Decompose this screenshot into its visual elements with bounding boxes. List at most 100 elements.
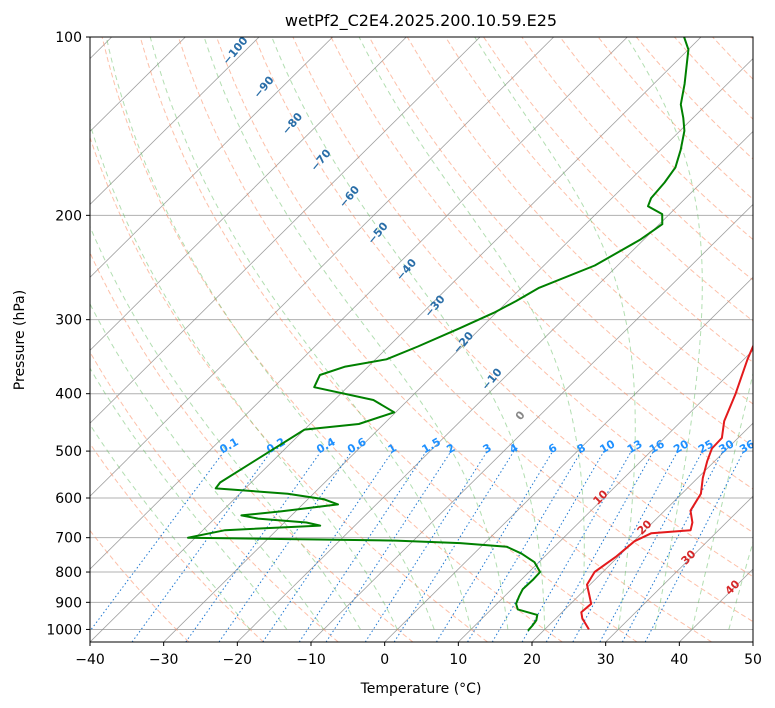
dry-adiabat-line bbox=[139, 37, 638, 642]
isotherm-line bbox=[531, 422, 753, 642]
moist-adiabat-line bbox=[271, 37, 546, 630]
dry-adiabat-label: −70 bbox=[308, 146, 334, 173]
mixing-ratio-label: 13 bbox=[625, 437, 645, 456]
mixing-ratio-line bbox=[131, 450, 272, 642]
dry-adiabat-line bbox=[445, 37, 753, 363]
mixing-ratio-line bbox=[545, 450, 654, 642]
mixing-ratio-label: 3 bbox=[481, 441, 494, 456]
moist-adiabat-label: 40 bbox=[723, 577, 743, 597]
dry-adiabat-label: −90 bbox=[251, 73, 277, 100]
y-axis-label: Pressure (hPa) bbox=[12, 290, 28, 390]
moist-adiabat-label: 30 bbox=[679, 547, 699, 567]
dry-adiabat-label: −50 bbox=[365, 219, 391, 246]
moist-adiabat-line bbox=[358, 37, 585, 630]
mixing-ratio-label: 0.6 bbox=[345, 435, 369, 456]
isotherm-line bbox=[679, 568, 753, 642]
mixing-ratio-line bbox=[393, 450, 515, 642]
dry-adiabat-line bbox=[483, 37, 753, 322]
x-tick-label: 20 bbox=[523, 652, 541, 668]
dry-adiabat-label: −10 bbox=[479, 365, 505, 392]
isotherm-line bbox=[163, 57, 753, 642]
dry-adiabat-line bbox=[750, 37, 753, 41]
x-tick-label: 0 bbox=[380, 652, 389, 668]
dry-adiabat-line bbox=[712, 37, 753, 80]
mixing-ratio-line bbox=[521, 450, 632, 642]
mixing-ratio-line bbox=[491, 450, 605, 642]
dry-adiabat-line bbox=[90, 135, 488, 642]
x-tick-label: −30 bbox=[149, 652, 179, 668]
x-tick-label: −10 bbox=[296, 652, 326, 668]
y-tick-label: 900 bbox=[55, 595, 82, 611]
mixing-ratio-line bbox=[435, 450, 554, 642]
x-tick-label: −20 bbox=[223, 652, 253, 668]
y-axis-ticks: 100 200 300 400 500 600 700 800 900 1000 bbox=[46, 30, 90, 638]
mixing-ratio-label: 0.1 bbox=[217, 435, 240, 456]
x-axis-ticks: −40 −30 −20 −10 0 10 20 30 40 50 bbox=[75, 642, 762, 668]
y-tick-label: 700 bbox=[55, 531, 82, 547]
dry-adiabat-label: −60 bbox=[336, 183, 362, 210]
x-tick-label: 40 bbox=[670, 652, 688, 668]
temperature-profile-line bbox=[580, 343, 753, 630]
isotherms bbox=[90, 37, 753, 642]
y-tick-label: 100 bbox=[55, 30, 82, 46]
mixing-ratio-label: 10 bbox=[597, 437, 617, 456]
dry-adiabats bbox=[90, 37, 753, 642]
isotherm-line bbox=[90, 37, 407, 351]
dry-adiabat-line bbox=[101, 37, 563, 642]
dry-adiabat-label: 0 bbox=[513, 408, 528, 422]
moist-adiabat-line bbox=[728, 540, 753, 630]
dry-adiabat-line bbox=[90, 442, 264, 642]
dry-adiabat-line bbox=[292, 37, 753, 534]
moist-adiabat-line bbox=[626, 37, 703, 630]
mixing-ratio-label: 4 bbox=[507, 441, 520, 456]
x-tick-label: 50 bbox=[744, 652, 762, 668]
isotherm-line bbox=[90, 37, 554, 497]
moist-adiabats bbox=[90, 37, 753, 630]
isotherm-line bbox=[90, 37, 333, 278]
profile-series bbox=[187, 37, 753, 632]
x-tick-label: 10 bbox=[449, 652, 467, 668]
isotherm-line bbox=[90, 37, 628, 570]
mixing-ratio-label: 6 bbox=[546, 441, 559, 456]
x-axis-label: Temperature (°C) bbox=[360, 681, 482, 697]
dry-adiabat-label: −100 bbox=[220, 34, 251, 67]
mixing-ratio-label: 1 bbox=[386, 441, 399, 456]
dry-adiabat-line bbox=[90, 351, 339, 642]
y-tick-label: 200 bbox=[55, 208, 82, 224]
moist-adiabat-line bbox=[90, 367, 288, 630]
isotherm-line bbox=[90, 37, 481, 424]
isotherm-line bbox=[90, 37, 260, 205]
y-tick-label: 1000 bbox=[46, 622, 82, 638]
dry-adiabat-line bbox=[559, 37, 753, 241]
mixing-ratio-line bbox=[325, 450, 452, 642]
moist-adiabat-line bbox=[105, 37, 435, 630]
isotherm-line bbox=[458, 349, 753, 642]
mixing-ratio-line bbox=[467, 450, 582, 642]
chart-title: wetPf2_C2E4.2025.200.10.59.E25 bbox=[285, 11, 557, 31]
plot-frame bbox=[89, 36, 754, 643]
isotherm-line bbox=[752, 641, 753, 642]
dry-adiabat-line bbox=[521, 37, 753, 281]
dry-adiabat-label: −80 bbox=[279, 110, 305, 137]
mixing-ratio-line bbox=[364, 450, 488, 642]
x-tick-label: 30 bbox=[597, 652, 615, 668]
mixing-ratio-line bbox=[262, 450, 394, 642]
mixing-ratio-line bbox=[599, 450, 703, 642]
mixing-ratio-line bbox=[644, 450, 745, 642]
moist-adiabat-line bbox=[474, 37, 636, 630]
moist-adiabat-line bbox=[90, 122, 398, 630]
dry-adiabat-line bbox=[177, 37, 712, 642]
dry-adiabat-label: −30 bbox=[422, 292, 448, 319]
y-tick-label: 300 bbox=[55, 313, 82, 329]
plot-area: 0.1 0.2 0.4 0.6 1 1.5 2 3 4 6 8 10 13 16 20 25 30 36−100−… bbox=[90, 34, 757, 642]
dry-adiabat-line bbox=[254, 37, 753, 578]
moist-adiabat-line bbox=[90, 225, 361, 630]
mixing-ratio-label: 36 bbox=[737, 437, 757, 456]
dewpoint-profile-line bbox=[187, 37, 690, 632]
moist-adiabat-label: 20 bbox=[635, 517, 655, 537]
y-tick-label: 600 bbox=[55, 491, 82, 507]
dry-adiabat-line bbox=[330, 37, 753, 490]
mixing-ratio-label: 16 bbox=[647, 437, 667, 456]
mixing-ratio-label: 8 bbox=[575, 441, 588, 456]
